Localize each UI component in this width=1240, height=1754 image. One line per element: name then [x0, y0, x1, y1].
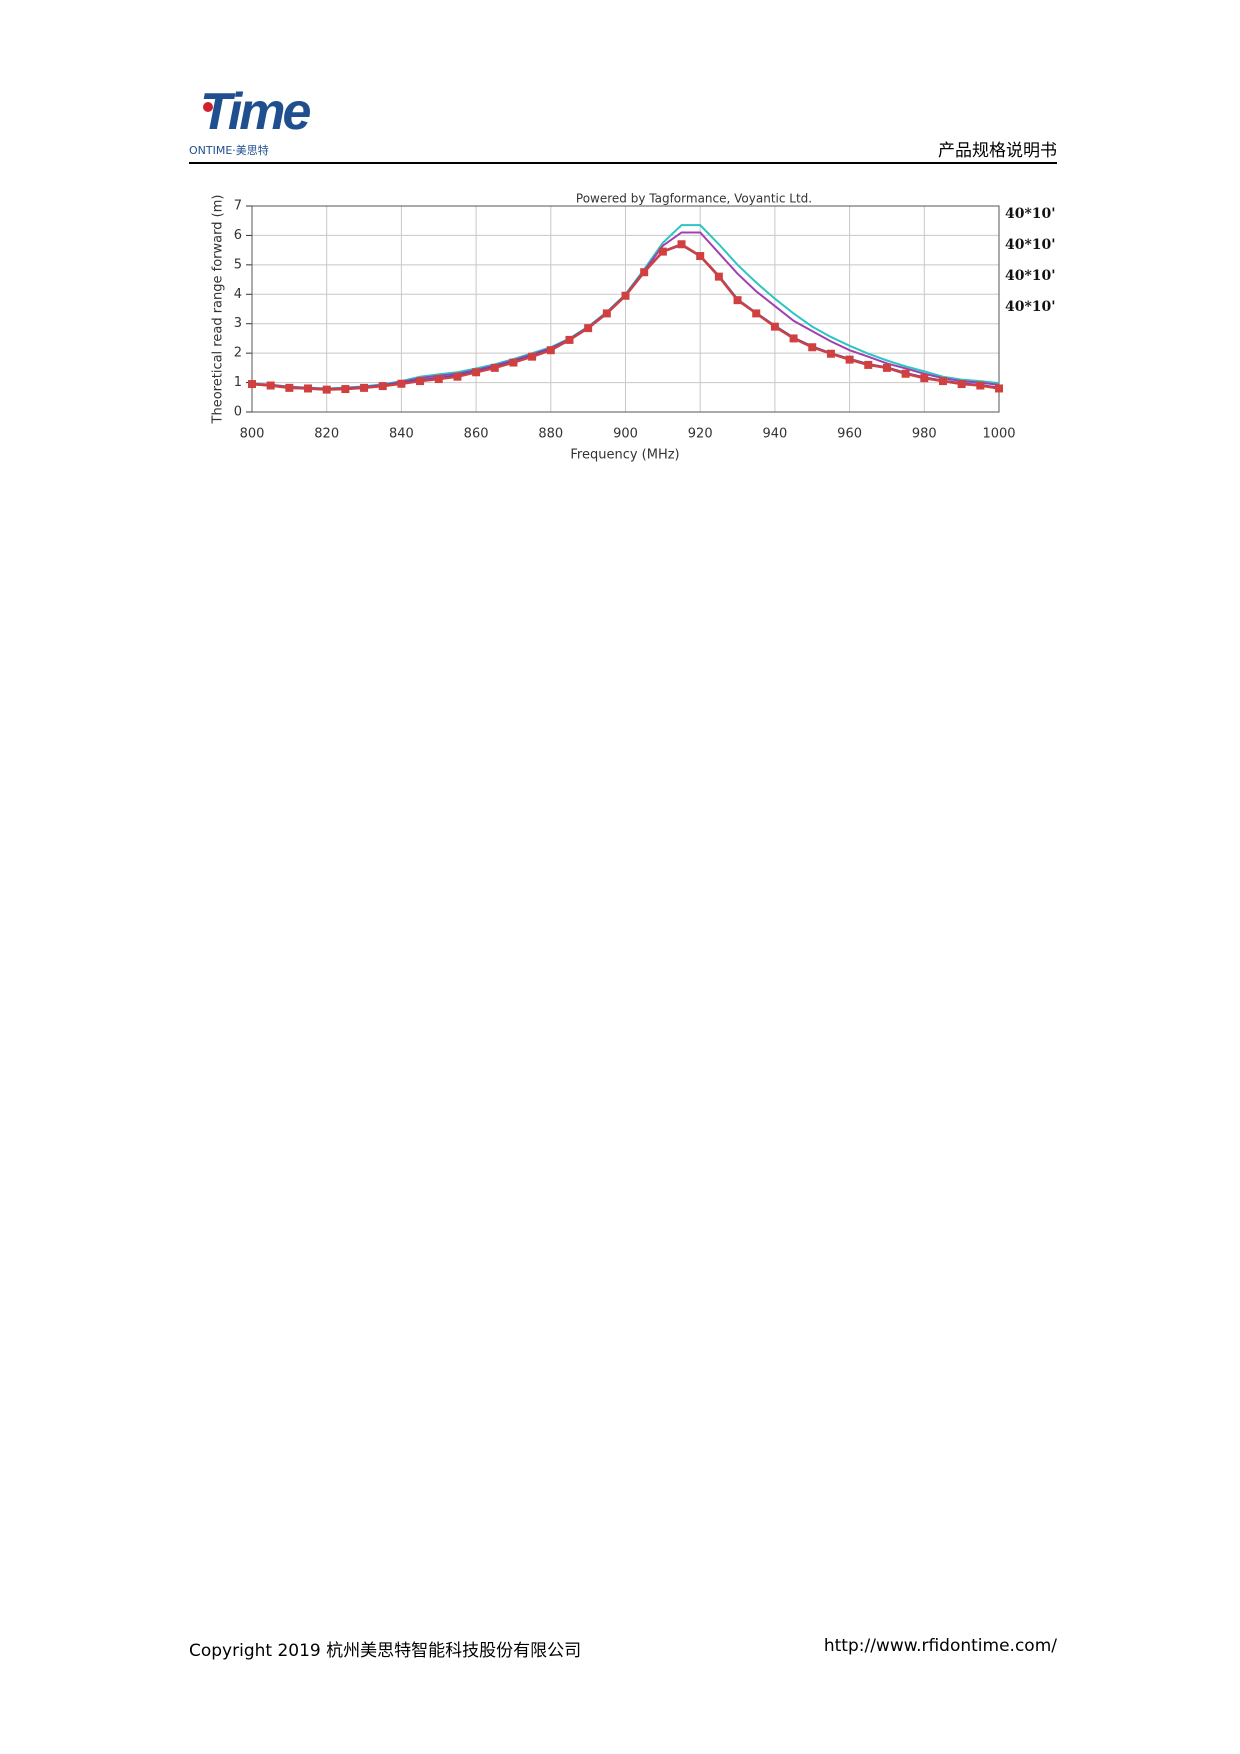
x-tick-label: 840	[389, 427, 414, 442]
data-point	[528, 352, 537, 361]
data-point	[602, 309, 611, 318]
data-point	[584, 324, 593, 333]
y-tick-label: 6	[234, 228, 242, 243]
y-axis-label: Theoretical read range forward (m)	[211, 195, 226, 425]
data-point	[416, 377, 425, 386]
x-tick-label: 1000	[982, 427, 1015, 442]
footer-url: http://www.rfidontime.com/	[823, 1636, 1057, 1656]
data-point	[434, 375, 443, 384]
data-point	[640, 268, 649, 277]
x-tick-label: 980	[912, 427, 937, 442]
y-tick-label: 4	[234, 287, 242, 302]
x-tick-label: 960	[837, 427, 862, 442]
data-point	[714, 272, 723, 281]
data-point	[621, 291, 630, 300]
plot-frame	[251, 205, 1000, 413]
y-tick-label: 3	[234, 316, 242, 331]
data-point	[882, 363, 891, 372]
data-point	[696, 252, 705, 261]
data-point	[285, 383, 294, 392]
x-tick-label: 940	[762, 427, 787, 442]
data-point	[845, 355, 854, 364]
data-point	[360, 383, 369, 392]
data-point	[976, 381, 985, 390]
data-point	[453, 372, 462, 381]
data-point	[341, 385, 350, 394]
y-tick-label: 0	[234, 405, 242, 420]
logo: Time	[200, 83, 311, 141]
data-point	[752, 309, 761, 318]
legend-label: 40*10'	[1005, 299, 1056, 315]
data-point	[248, 380, 256, 389]
x-tick-label: 860	[464, 427, 489, 442]
data-point	[864, 360, 873, 369]
data-point	[472, 368, 481, 377]
footer-copyright: Copyright 2019 杭州美思特智能科技股份有限公司	[189, 1641, 582, 1661]
data-point	[322, 385, 331, 394]
x-tick-label: 820	[314, 427, 339, 442]
data-point	[789, 334, 798, 343]
data-point	[378, 382, 387, 391]
x-axis-label: Frequency (MHz)	[570, 448, 679, 463]
data-point	[266, 381, 275, 390]
data-point	[901, 369, 910, 378]
data-point	[565, 335, 574, 344]
y-tick-label: 1	[234, 375, 242, 390]
data-point	[733, 296, 742, 305]
x-tick-label: 800	[240, 427, 265, 442]
data-point	[920, 374, 929, 383]
legend-label: 40*10'	[1005, 237, 1056, 253]
data-point	[490, 363, 499, 372]
data-point	[957, 380, 966, 389]
header-title: 产品规格说明书	[938, 141, 1057, 161]
data-point	[938, 377, 947, 386]
data-point	[509, 358, 518, 367]
data-point	[770, 322, 779, 331]
data-point	[546, 346, 555, 355]
y-tick-label: 2	[234, 346, 242, 361]
chart-title: Powered by Tagformance, Voyantic Ltd.	[576, 192, 812, 206]
chart: Powered by Tagformance, Voyantic Ltd. Fr…	[211, 192, 1056, 463]
legend-label: 40*10'	[1005, 268, 1056, 284]
logo-dot	[203, 102, 213, 112]
x-tick-label: 880	[538, 427, 563, 442]
y-tick-label: 5	[234, 257, 242, 272]
data-point	[304, 384, 313, 393]
x-tick-label: 900	[613, 427, 638, 442]
data-point	[995, 384, 1003, 393]
logo-text: ONTIME·美思特	[189, 144, 269, 157]
x-tick-label: 920	[688, 427, 713, 442]
legend-label: 40*10'	[1005, 206, 1056, 222]
data-point	[826, 349, 835, 358]
data-point	[658, 247, 667, 256]
y-tick-label: 7	[234, 199, 242, 214]
data-point	[808, 343, 817, 352]
data-point	[677, 240, 686, 249]
data-point	[397, 379, 406, 388]
header-rule	[189, 162, 1057, 164]
